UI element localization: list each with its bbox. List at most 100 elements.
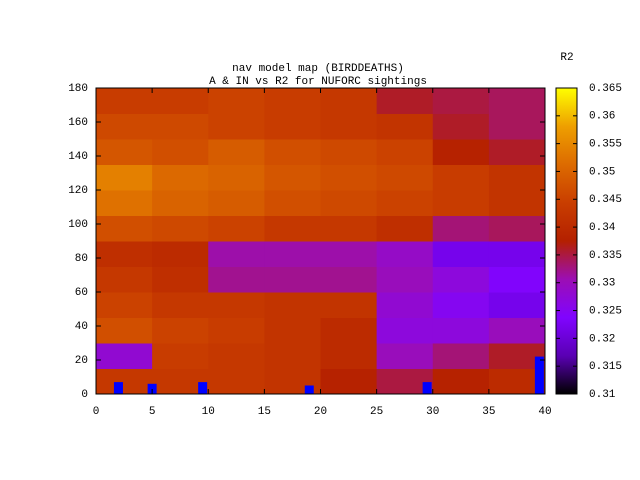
heat-cell bbox=[96, 241, 153, 267]
marker-bar bbox=[422, 382, 432, 394]
heat-cell bbox=[96, 343, 153, 369]
heat-cell bbox=[432, 113, 490, 140]
heat-cell bbox=[96, 190, 153, 216]
heat-cell bbox=[320, 88, 378, 114]
heat-cell bbox=[488, 241, 546, 267]
heat-cell bbox=[264, 266, 321, 293]
heat-cell bbox=[96, 292, 153, 318]
heat-cell bbox=[376, 190, 434, 216]
y-tick-label: 100 bbox=[68, 219, 88, 231]
heat-cell bbox=[320, 215, 378, 242]
y-tick-label: 160 bbox=[68, 117, 88, 129]
heat-cell bbox=[376, 139, 434, 165]
heat-cell bbox=[264, 190, 321, 216]
heat-cell bbox=[264, 343, 321, 369]
heat-cell bbox=[432, 317, 490, 344]
heat-cell bbox=[96, 164, 153, 191]
heat-cell bbox=[432, 139, 490, 165]
marker-bar bbox=[113, 382, 123, 394]
heat-cell bbox=[96, 215, 153, 242]
heat-cell bbox=[488, 266, 546, 293]
heat-cell bbox=[376, 88, 434, 114]
heat-cell bbox=[432, 164, 490, 191]
x-tick-label: 15 bbox=[258, 406, 271, 418]
heat-cell bbox=[320, 113, 378, 140]
heat-cell bbox=[96, 317, 153, 344]
x-tick-label: 5 bbox=[149, 406, 156, 418]
heat-cell bbox=[432, 368, 490, 395]
y-tick-label: 120 bbox=[68, 185, 88, 197]
heat-cell bbox=[488, 215, 546, 242]
heat-cell bbox=[432, 215, 490, 242]
marker-bar bbox=[534, 356, 544, 394]
heat-cell bbox=[96, 139, 153, 165]
heat-cell bbox=[152, 88, 209, 114]
heat-cell bbox=[208, 190, 265, 216]
colorbar-tick-label: 0.31 bbox=[589, 389, 616, 401]
heat-cell bbox=[488, 139, 546, 165]
heat-cell bbox=[320, 343, 378, 369]
heat-cell bbox=[152, 190, 209, 216]
colorbar-tick-label: 0.355 bbox=[589, 139, 622, 151]
heat-cell bbox=[488, 88, 546, 114]
heat-cell bbox=[264, 241, 321, 267]
heat-cell bbox=[208, 164, 265, 191]
heat-cell bbox=[152, 343, 209, 369]
heat-cell bbox=[432, 241, 490, 267]
heat-cell bbox=[320, 241, 378, 267]
heat-cell bbox=[152, 292, 209, 318]
colorbar bbox=[555, 87, 578, 395]
heat-cell bbox=[376, 343, 434, 369]
y-tick-label: 40 bbox=[75, 321, 88, 333]
colorbar-tick-label: 0.33 bbox=[589, 278, 615, 290]
heat-cell bbox=[208, 368, 265, 395]
heat-cell bbox=[320, 292, 378, 318]
colorbar-tick-label: 0.35 bbox=[589, 166, 615, 178]
marker-bar bbox=[304, 385, 314, 394]
y-tick-label: 180 bbox=[68, 83, 88, 95]
marker-bar bbox=[198, 382, 208, 394]
heat-cell bbox=[208, 88, 265, 114]
heat-cell bbox=[376, 113, 434, 140]
heat-cell bbox=[264, 88, 321, 114]
heat-cell bbox=[376, 164, 434, 191]
heat-cell bbox=[488, 113, 546, 140]
heat-cell bbox=[152, 215, 209, 242]
heat-cell bbox=[432, 343, 490, 369]
heat-cell bbox=[264, 164, 321, 191]
y-tick-label: 80 bbox=[75, 253, 88, 265]
x-tick-label: 10 bbox=[202, 406, 215, 418]
heat-cell bbox=[376, 241, 434, 267]
y-tick-label: 60 bbox=[75, 287, 88, 299]
heat-cell bbox=[208, 292, 265, 318]
colorbar-tick-label: 0.315 bbox=[589, 361, 622, 373]
x-tick-label: 30 bbox=[426, 406, 439, 418]
heat-cell bbox=[320, 317, 378, 344]
heat-cell bbox=[208, 343, 265, 369]
heat-cell bbox=[488, 190, 546, 216]
heat-cell bbox=[208, 139, 265, 165]
heat-cell bbox=[264, 317, 321, 344]
heat-cell bbox=[376, 317, 434, 344]
x-tick-label: 20 bbox=[314, 406, 327, 418]
heat-cell bbox=[320, 266, 378, 293]
y-tick-label: 20 bbox=[75, 355, 88, 367]
heat-cell bbox=[96, 113, 153, 140]
heat-cell bbox=[208, 113, 265, 140]
heat-cell bbox=[432, 266, 490, 293]
heat-cell bbox=[264, 215, 321, 242]
heat-cell bbox=[488, 292, 546, 318]
heat-cell bbox=[152, 317, 209, 344]
marker-bar bbox=[147, 383, 157, 394]
heat-cell bbox=[208, 215, 265, 242]
colorbar-tick-label: 0.365 bbox=[589, 83, 622, 95]
heat-cell bbox=[264, 139, 321, 165]
colorbar-tick-label: 0.34 bbox=[589, 222, 616, 234]
heat-cell bbox=[320, 139, 378, 165]
heat-cell bbox=[152, 266, 209, 293]
heat-cell bbox=[96, 88, 153, 114]
chart-title: nav model map (BIRDDEATHS) bbox=[232, 63, 404, 75]
heat-cell bbox=[208, 317, 265, 344]
heat-cell bbox=[488, 164, 546, 191]
